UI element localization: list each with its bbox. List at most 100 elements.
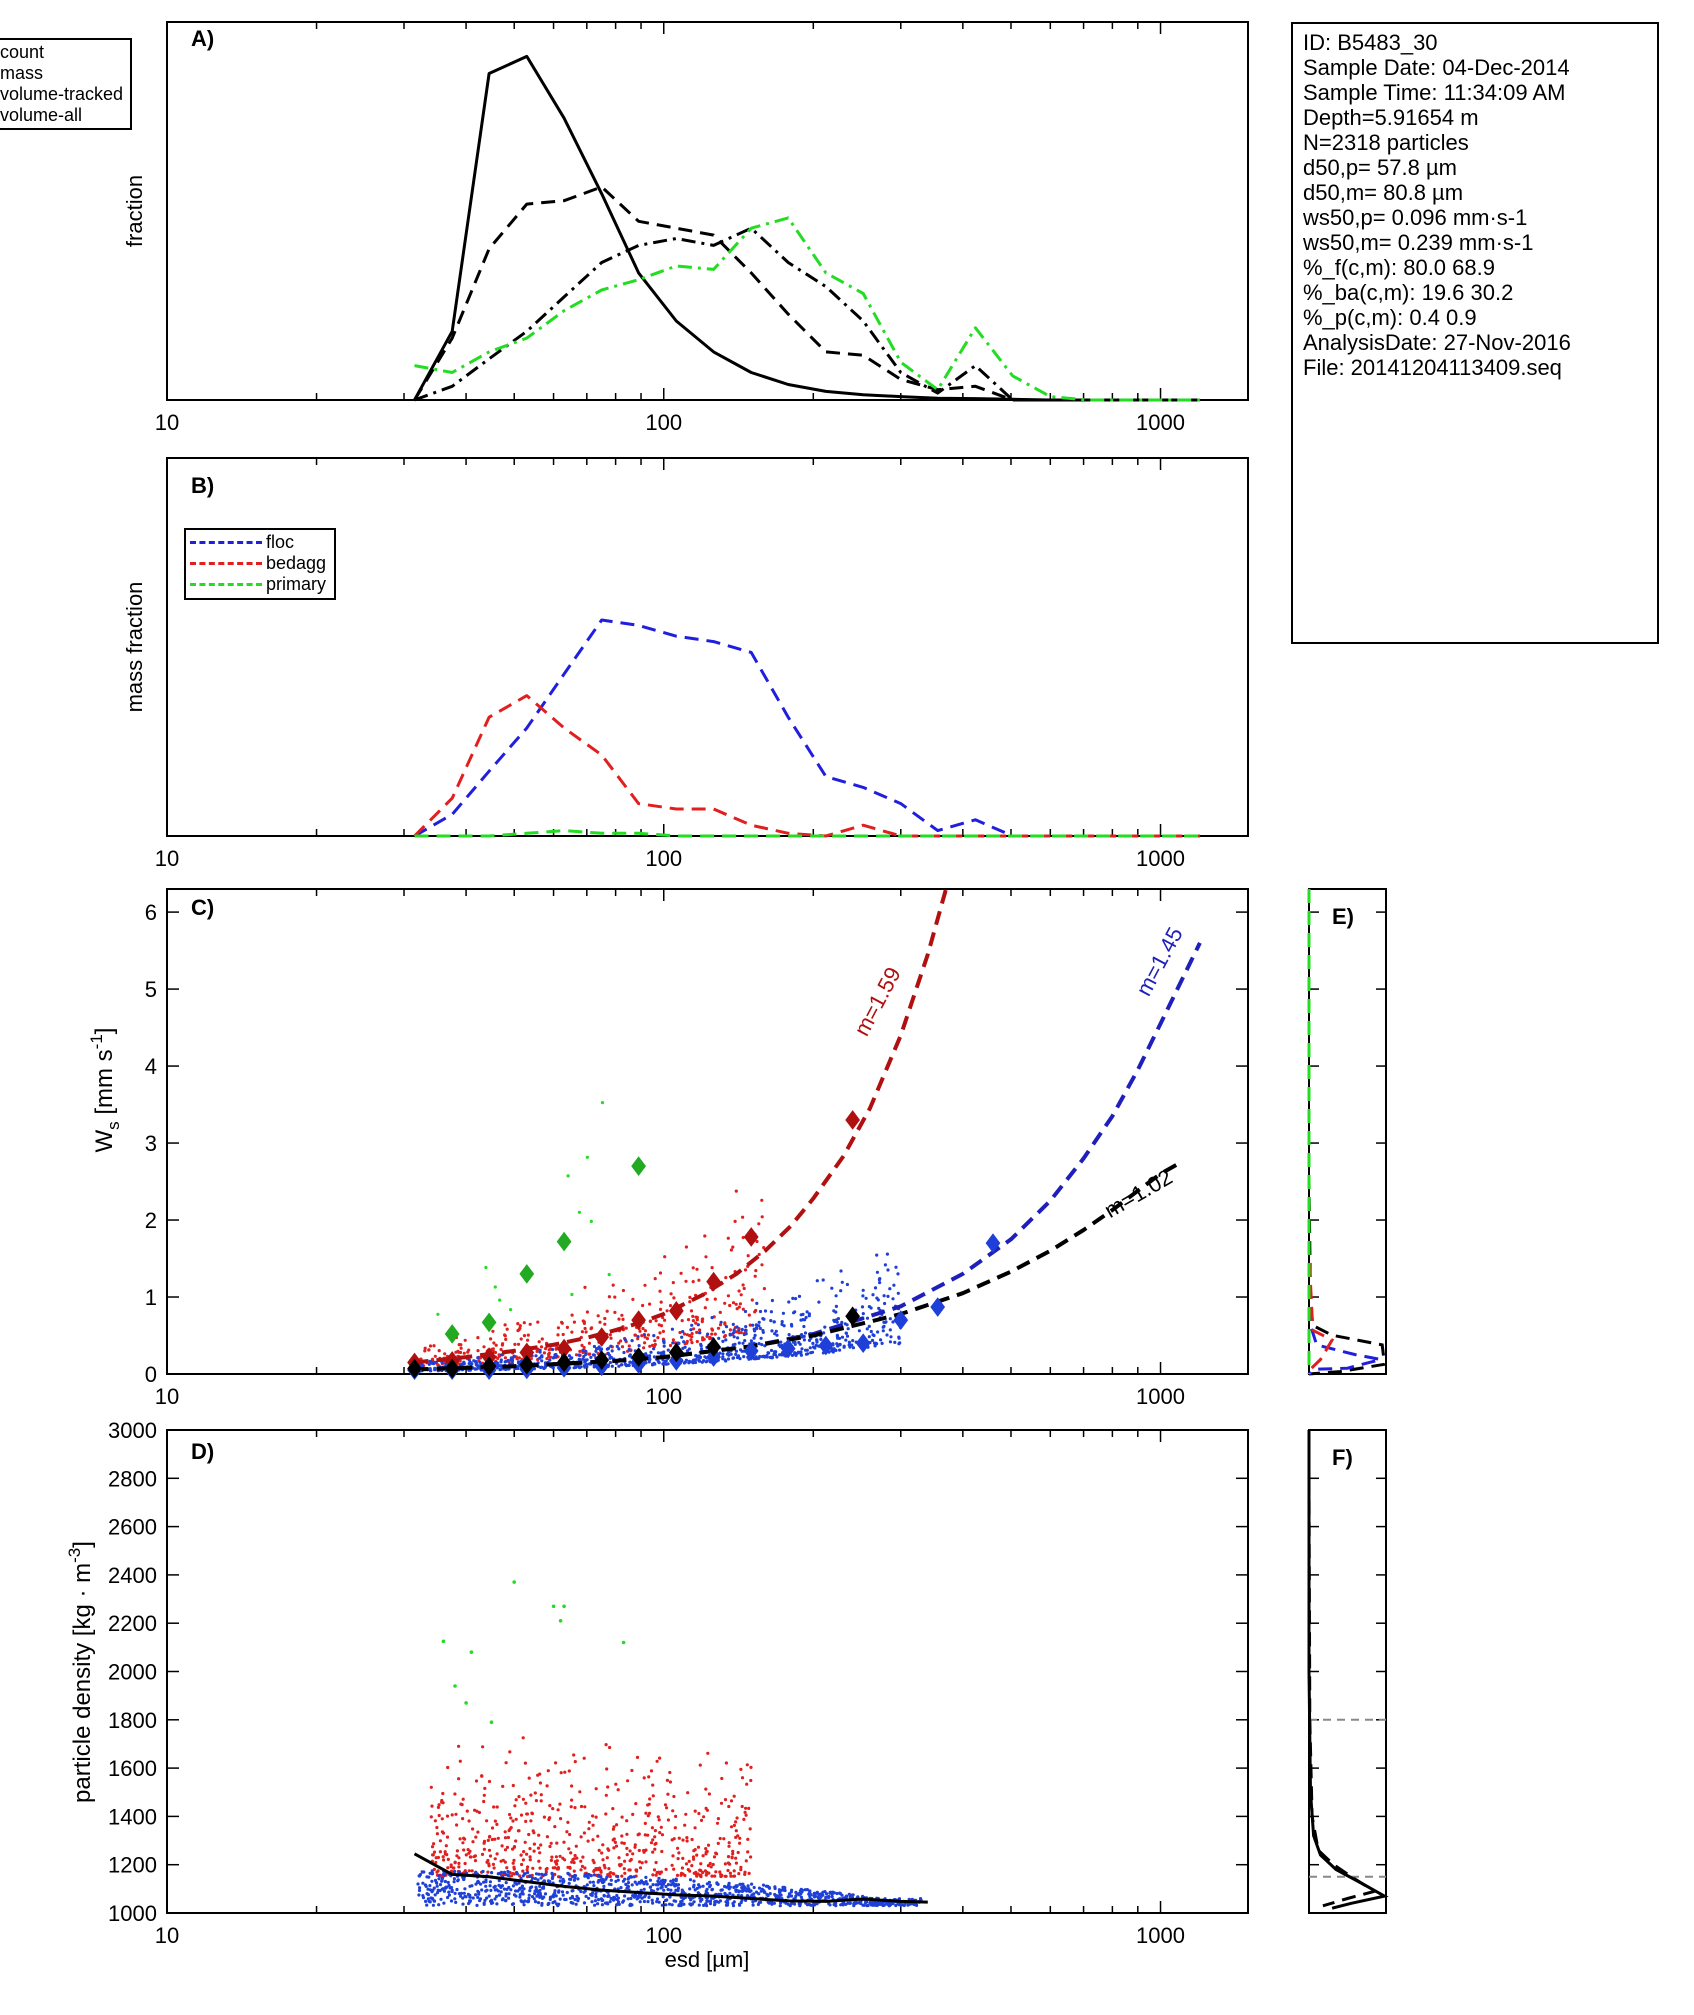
panel-d-point-floc bbox=[579, 1889, 583, 1894]
panel-d-point-bedagg bbox=[551, 1807, 555, 1811]
panel-d-point-floc bbox=[664, 1903, 668, 1907]
panel-c-point-primary bbox=[570, 1292, 574, 1297]
panel-d-point-bedagg bbox=[635, 1755, 640, 1759]
panel-d-point-bedagg bbox=[514, 1817, 518, 1821]
panel-c-point-floc bbox=[584, 1352, 588, 1356]
panel-d-point-bedagg bbox=[746, 1850, 750, 1854]
panel-d-point-bedagg bbox=[659, 1825, 663, 1829]
panel-d-point-bedagg bbox=[538, 1851, 542, 1855]
panel-d-point-floc bbox=[532, 1897, 536, 1901]
panel-c-point-floc bbox=[811, 1341, 815, 1345]
panel-d-point-floc bbox=[757, 1886, 762, 1890]
panel-c-point-bedagg bbox=[742, 1286, 746, 1291]
panel-c-point-bedagg bbox=[463, 1338, 467, 1342]
panel-c-point-bedagg bbox=[570, 1313, 574, 1317]
panel-d-point-floc bbox=[668, 1902, 672, 1906]
panel-d-point-bedagg bbox=[558, 1802, 562, 1806]
panel-c-point-bedagg bbox=[695, 1267, 699, 1271]
panel-d-point-bedagg bbox=[664, 1867, 668, 1871]
panel-d-point-bedagg bbox=[581, 1855, 585, 1859]
panel-d-point-bedagg bbox=[504, 1761, 508, 1765]
legend-panel-a: count mass volume-tracked volume-all bbox=[0, 38, 132, 130]
panel-d-point-bedagg bbox=[553, 1825, 557, 1829]
panel-c-point-bedagg bbox=[703, 1306, 707, 1310]
panel-c-point-bedagg bbox=[735, 1307, 739, 1311]
panel-d-point-floc bbox=[484, 1878, 488, 1882]
panel-d-point-floc bbox=[840, 1893, 844, 1897]
panel-c-point-bedagg bbox=[762, 1287, 767, 1291]
panel-d-point-floc bbox=[592, 1873, 597, 1877]
panel-c-point-floc bbox=[581, 1348, 585, 1352]
panel-c-point-floc bbox=[512, 1354, 516, 1358]
panel-d-point-floc bbox=[894, 1903, 898, 1908]
panel-c-point-bedagg bbox=[691, 1314, 695, 1318]
panel-d-point-bedagg bbox=[555, 1859, 559, 1863]
panel-d-point-bedagg bbox=[572, 1861, 576, 1865]
panel-d-point-floc bbox=[778, 1904, 782, 1908]
panel-c-point-bedagg bbox=[560, 1321, 564, 1325]
panel-d-point-bedagg bbox=[503, 1836, 508, 1840]
panel-d-point-floc bbox=[476, 1889, 480, 1893]
panel-c-point-floc bbox=[797, 1340, 801, 1345]
panel-d-point-floc bbox=[541, 1885, 546, 1889]
panel-d-point-bedagg bbox=[457, 1865, 461, 1869]
panel-c-point-floc bbox=[742, 1355, 746, 1359]
panel-d-point-bedagg bbox=[657, 1818, 661, 1822]
panel-c-point-floc bbox=[737, 1355, 741, 1359]
panel-c-point-bedagg bbox=[459, 1346, 463, 1350]
panel-d-point-floc bbox=[522, 1903, 526, 1907]
panel-d-point-bedagg bbox=[430, 1804, 434, 1808]
panel-c-point-floc bbox=[870, 1338, 875, 1342]
panel-c-point-floc bbox=[478, 1360, 482, 1364]
panel-d-point-floc bbox=[612, 1895, 616, 1899]
panel-c-point-floc bbox=[761, 1330, 765, 1334]
panel-d-point-floc bbox=[528, 1874, 532, 1878]
panel-d-point-floc bbox=[576, 1897, 580, 1901]
panel-c-point-bedagg bbox=[462, 1351, 466, 1355]
panel-c-point-floc bbox=[867, 1305, 872, 1309]
panel-c-point-bedagg bbox=[620, 1313, 624, 1317]
panel-d-point-bedagg bbox=[715, 1852, 719, 1856]
panel-d-point-floc bbox=[573, 1897, 577, 1902]
panel-c-point-primary bbox=[577, 1210, 582, 1214]
panel-d-point-bedagg bbox=[655, 1759, 659, 1763]
panel-c-point-floc bbox=[427, 1362, 431, 1366]
panel-d-point-floc bbox=[772, 1901, 777, 1905]
panel-f-label: F) bbox=[1332, 1445, 1353, 1470]
panel-d-point-bedagg bbox=[706, 1843, 711, 1847]
panel-d-point-floc bbox=[533, 1892, 537, 1896]
panel-c-point-floc bbox=[793, 1351, 797, 1355]
panel-d-point-floc bbox=[692, 1885, 696, 1889]
panel-d-point-floc bbox=[435, 1881, 439, 1885]
panel-c-point-floc bbox=[698, 1355, 702, 1359]
panel-c-point-floc bbox=[617, 1364, 621, 1368]
panel-c-point-floc bbox=[649, 1350, 653, 1354]
panel-c-point-floc bbox=[421, 1364, 425, 1368]
panel-d-point-floc bbox=[424, 1884, 428, 1888]
panel-d-median-line bbox=[413, 1852, 928, 1904]
panel-d-point-floc bbox=[629, 1896, 633, 1901]
panel-d-point-floc bbox=[504, 1892, 508, 1896]
panel-c-point-floc bbox=[627, 1347, 631, 1352]
panel-c-point-floc bbox=[896, 1272, 900, 1276]
panel-d-point-bedagg bbox=[732, 1823, 737, 1827]
panel-d-point-bedagg bbox=[687, 1859, 691, 1863]
panel-d-point-bedagg bbox=[586, 1839, 590, 1843]
info-d50m: d50,m= 80.8 µm bbox=[1303, 180, 1464, 205]
panel-d-point-bedagg bbox=[468, 1855, 472, 1859]
panel-d-point-bedagg bbox=[481, 1745, 485, 1749]
panel-c-point-floc bbox=[789, 1322, 794, 1327]
panel-d-point-bedagg bbox=[546, 1769, 550, 1773]
panel-d-point-bedagg bbox=[490, 1826, 495, 1830]
panel-c-point-bedagg bbox=[505, 1327, 509, 1331]
panel-c-point-bedagg bbox=[658, 1331, 662, 1335]
panel-d-point-bedagg bbox=[606, 1785, 610, 1789]
panel-d-point-bedagg bbox=[538, 1866, 542, 1870]
panel-d-point-floc bbox=[637, 1880, 641, 1884]
panel-d-point-floc bbox=[702, 1903, 706, 1907]
panel-c-point-floc bbox=[848, 1345, 852, 1349]
panel-d-point-floc bbox=[539, 1876, 543, 1880]
panel-d-point-bedagg bbox=[672, 1837, 676, 1841]
panel-c-point-primary bbox=[585, 1155, 590, 1159]
panel-c-point-bedagg bbox=[638, 1329, 642, 1333]
